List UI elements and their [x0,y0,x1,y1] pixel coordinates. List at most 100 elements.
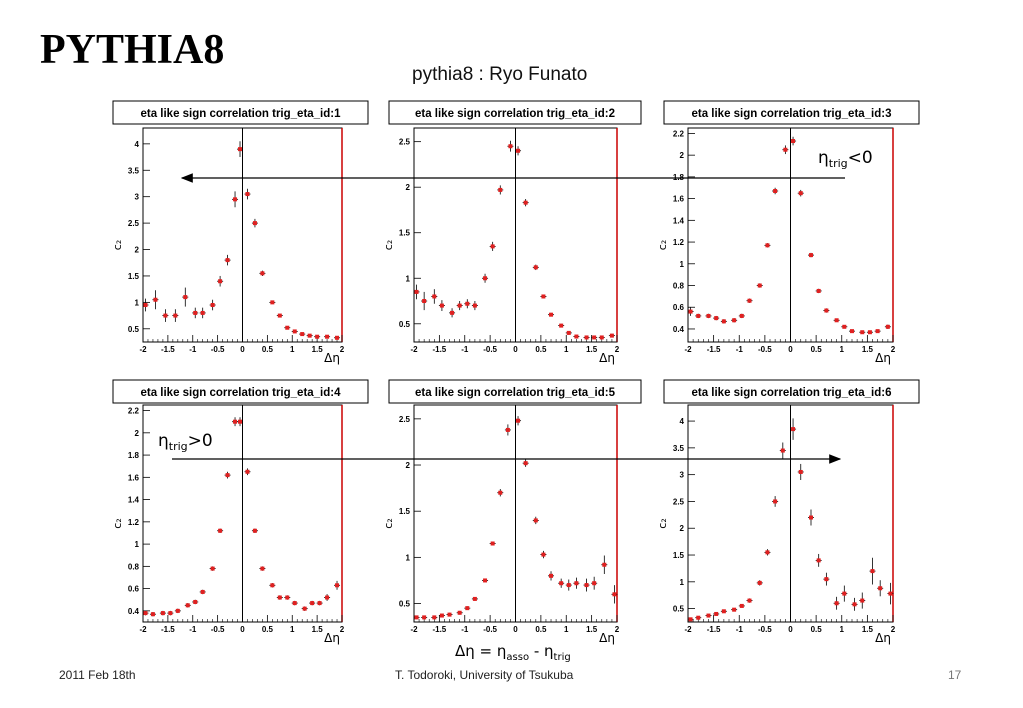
marker [780,448,785,453]
y-tick-label: 0.6 [128,585,140,594]
marker [414,289,419,294]
y-tick-label: 4 [680,417,685,426]
marker [414,615,419,620]
data-point [558,578,565,588]
x-tick-label: 0 [513,345,518,354]
data-point [199,589,206,595]
data-point [611,585,618,604]
marker [696,615,701,620]
marker [498,187,503,192]
marker [457,303,462,308]
marker [175,608,180,613]
data-point [244,188,251,200]
marker [783,147,788,152]
data-point [217,528,224,533]
data-point [224,254,231,266]
marker [584,583,589,588]
y-tick-label: 2 [135,246,140,255]
y-axis-label: c₂ [656,240,669,250]
marker [218,528,223,533]
data-point [464,606,471,611]
data-point [790,418,797,440]
marker [292,329,297,334]
marker [747,298,752,303]
y-tick-label: 1.4 [673,216,685,225]
y-tick-label: 1.8 [128,451,140,460]
x-tick-label: 1.5 [312,625,324,634]
y-tick-label: 2 [406,183,411,192]
marker [277,595,282,600]
data-point [232,191,239,208]
x-tick-label: -1 [736,625,744,634]
figure-subtitle: pythia8 : Ryo Funato [412,64,588,85]
marker [432,615,437,620]
marker [450,310,455,315]
y-tick-label: 2 [680,524,685,533]
y-tick-label: 1.2 [128,518,140,527]
y-tick-label: 2.5 [128,219,140,228]
data-point [687,617,694,622]
data-point [601,555,608,574]
eta-trig-positive-label: ηtrig>0 [158,431,213,453]
marker [252,528,257,533]
marker [200,310,205,315]
data-point [720,319,727,324]
chart-panel-4: eta like sign correlation trig_eta_id:4 -… [111,379,369,645]
data-point [756,580,763,586]
data-point [532,264,539,271]
marker [739,603,744,608]
marker [490,541,495,546]
marker [490,244,495,249]
marker [765,550,770,555]
data-point [573,577,580,589]
data-point [192,599,199,605]
data-point [306,333,313,338]
data-point [456,301,463,311]
data-point [823,572,830,586]
marker [842,591,847,596]
marker [439,303,444,308]
data-point [244,468,251,476]
marker [549,573,554,578]
y-axis-label: c₂ [111,518,124,528]
marker [696,313,701,318]
marker [292,601,297,606]
data-point [192,307,199,319]
chart-title-box [663,100,920,125]
marker [163,313,168,318]
y-tick-label: 2.5 [399,415,411,424]
x-tick-label: 2 [340,345,345,354]
marker [834,601,839,606]
chart-title: eta like sign correlation trig_eta_id:2 [415,108,615,120]
x-tick-label: 1 [290,625,295,634]
data-point [565,579,572,591]
marker [472,303,477,308]
marker [747,598,752,603]
data-point [167,610,174,616]
data-point [209,299,216,311]
x-tick-label: 0 [513,625,518,634]
data-point [746,298,753,303]
delta-eta-formula: Δη = ηasso - ηtrig [455,642,571,663]
marker [888,591,893,596]
marker [523,200,528,205]
marker [505,427,510,432]
marker [160,611,165,616]
data-point [808,252,814,258]
y-tick-label: 1.4 [128,496,140,505]
data-point [299,332,306,337]
x-tick-label: -2 [684,625,692,634]
eta-trig-negative-label: ηtrig<0 [818,148,873,170]
marker [200,589,205,594]
marker [824,577,829,582]
data-point [497,489,504,497]
marker [285,595,290,600]
x-tick-label: -1.5 [707,625,721,634]
x-tick-label: -1 [461,625,469,634]
data-point [431,615,438,620]
x-axis-label: Δη [875,631,891,645]
marker [218,279,223,284]
data-point [324,334,331,339]
x-tick-label: -1.5 [432,625,446,634]
data-point [482,273,489,283]
